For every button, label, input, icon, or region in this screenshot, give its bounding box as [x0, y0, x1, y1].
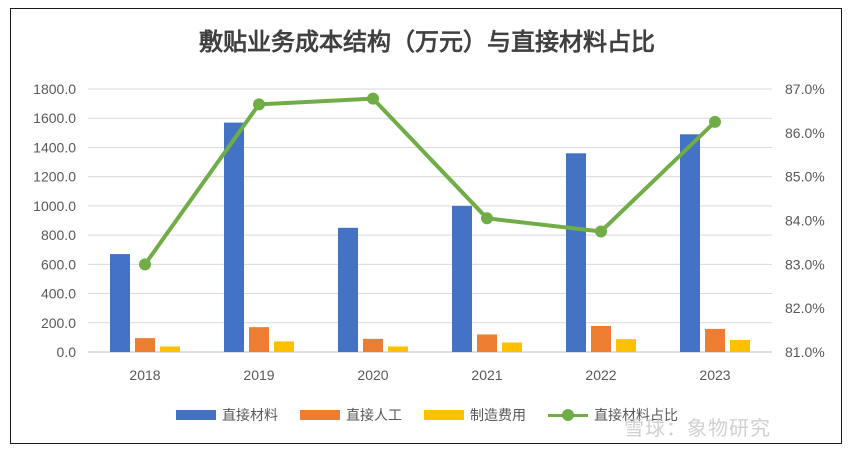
bar [110, 254, 130, 352]
bar [338, 227, 358, 352]
x-tick-label: 2018 [129, 367, 160, 383]
line-point [709, 115, 721, 128]
y-right-tick-label: 86.0% [785, 125, 825, 141]
x-tick-label: 2020 [357, 367, 388, 383]
y-left-tick-label: 400.0 [41, 286, 76, 302]
bar [135, 338, 155, 352]
x-tick-label: 2022 [585, 367, 616, 383]
bar [160, 346, 180, 352]
y-left-tick-label: 1400.0 [33, 139, 76, 155]
y-left-tick-label: 0.0 [57, 344, 77, 360]
y-left-tick-label: 1600.0 [33, 110, 76, 126]
line-point [139, 258, 151, 271]
y-right-tick-label: 85.0% [785, 169, 825, 185]
y-left-tick-label: 800.0 [41, 227, 76, 243]
bar [616, 339, 636, 352]
legend-label-ratio: 直接材料占比 [594, 408, 678, 424]
chart-legend: 直接材料 直接人工 制造费用 直接材料占比 [0, 405, 854, 425]
bar [477, 334, 497, 352]
line-series [143, 96, 717, 266]
chart-title: 敷贴业务成本结构（万元）与直接材料占比 [199, 27, 655, 56]
bar [452, 205, 472, 352]
legend-swatch-labor [300, 410, 340, 420]
legend-item-ratio: 直接材料占比 [548, 405, 678, 425]
y-right-tick-label: 87.0% [785, 81, 825, 97]
bar [566, 153, 586, 352]
y-left-tick-label: 200.0 [41, 315, 76, 331]
line-point [481, 212, 493, 225]
watermark: 雪球：象物研究 [624, 416, 771, 440]
legend-swatch-material [176, 410, 216, 420]
legend-label-material: 直接材料 [222, 408, 278, 424]
y-left-tick-label: 600.0 [41, 256, 76, 272]
legend-swatch-overhead [424, 410, 464, 420]
bar [388, 346, 408, 352]
y-right-tick-label: 84.0% [785, 213, 825, 229]
y-right-tick-label: 83.0% [785, 256, 825, 272]
chart-frame [10, 8, 842, 444]
line-point [367, 92, 379, 105]
x-tick-label: 2021 [471, 367, 502, 383]
bar [363, 338, 383, 352]
line-point [595, 225, 607, 238]
y-right-tick-label: 81.0% [785, 344, 825, 360]
y-left-tick-label: 1800.0 [33, 81, 76, 97]
y-left-tick-label: 1000.0 [33, 198, 76, 214]
legend-swatch-ratio [548, 409, 588, 421]
bar [730, 340, 750, 352]
y-right-tick-label: 82.0% [785, 300, 825, 316]
x-tick-label: 2023 [699, 367, 730, 383]
legend-item-material: 直接材料 [176, 405, 278, 425]
bar [224, 122, 244, 352]
legend-label-labor: 直接人工 [346, 408, 402, 424]
bar [680, 134, 700, 352]
bar [502, 342, 522, 352]
legend-item-labor: 直接人工 [300, 405, 402, 425]
bar [249, 327, 269, 352]
line-point [253, 98, 265, 111]
legend-item-overhead: 制造费用 [424, 405, 526, 425]
legend-label-overhead: 制造费用 [470, 408, 526, 424]
bar [705, 328, 725, 352]
bar [274, 341, 294, 352]
x-tick-label: 2019 [243, 367, 274, 383]
bar [591, 325, 611, 352]
y-left-tick-label: 1200.0 [33, 169, 76, 185]
